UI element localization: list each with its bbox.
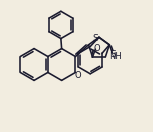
Text: O: O [93,44,100,53]
Text: O: O [75,71,81,80]
Text: NH: NH [110,52,122,61]
Text: S: S [110,50,116,59]
Text: S: S [92,34,98,43]
